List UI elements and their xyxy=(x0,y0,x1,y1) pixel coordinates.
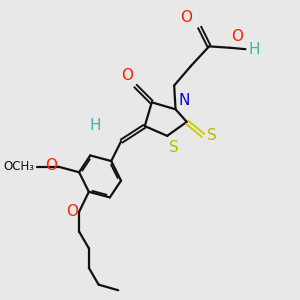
Text: S: S xyxy=(169,140,178,155)
Text: N: N xyxy=(179,93,190,108)
Text: O: O xyxy=(45,158,57,173)
Text: O: O xyxy=(122,68,134,83)
Text: H: H xyxy=(248,42,260,57)
Text: H: H xyxy=(90,118,101,133)
Text: O: O xyxy=(66,204,78,219)
Text: OCH₃: OCH₃ xyxy=(3,160,34,173)
Text: S: S xyxy=(207,128,217,143)
Text: O: O xyxy=(180,10,192,25)
Text: O: O xyxy=(232,29,244,44)
